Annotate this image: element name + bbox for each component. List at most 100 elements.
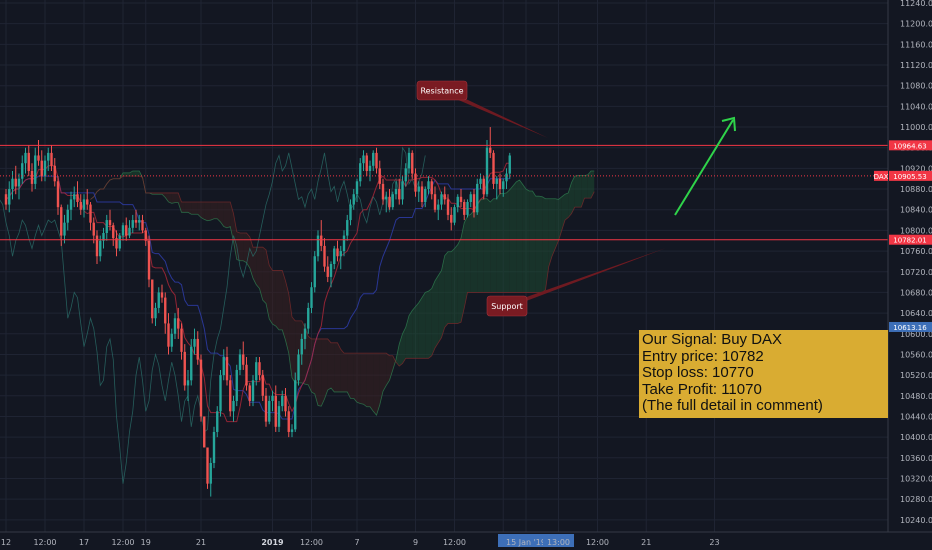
candle-body <box>502 181 505 190</box>
price-tick-label: 10840.00 <box>900 206 932 215</box>
cloud-segment <box>266 249 270 319</box>
price-tick-label: 10720.00 <box>900 268 932 277</box>
candle-body <box>4 194 8 205</box>
cloud-segment <box>318 338 322 407</box>
symbol-tag <box>874 170 888 181</box>
candle-body <box>212 431 216 463</box>
candle-body <box>508 155 511 174</box>
cloud-segment <box>350 353 354 399</box>
time-tick-label: 2019 <box>261 538 284 547</box>
candle-body <box>505 173 508 182</box>
candle-body <box>336 248 339 257</box>
cloud-segment <box>129 170 133 177</box>
candle-body <box>154 307 157 319</box>
candle-body <box>440 194 443 205</box>
cloud-segment <box>496 193 500 293</box>
candle-body <box>261 375 264 396</box>
cloud-segment <box>379 353 383 405</box>
candle-body <box>53 165 56 182</box>
candle-body <box>495 178 498 184</box>
candle-body <box>456 196 459 208</box>
candle-body <box>489 147 492 153</box>
candle-body <box>82 199 86 210</box>
candle-body <box>21 163 24 179</box>
cloud-segment <box>565 192 569 221</box>
candle-body <box>76 194 79 202</box>
candle-body <box>381 183 385 200</box>
candle-body <box>30 170 34 184</box>
candle-body <box>121 225 125 236</box>
cloud-segment <box>243 232 247 263</box>
price-tick-label: 11080.00 <box>900 82 932 91</box>
candle-body <box>420 186 424 202</box>
candle-body <box>391 194 394 208</box>
candle-body <box>131 220 134 228</box>
candle-body <box>365 155 368 171</box>
take-profit-line: Take Profit: 11070 <box>642 380 762 398</box>
cloud-segment <box>522 184 526 293</box>
cloud-segment <box>402 327 406 364</box>
cloud-segment <box>344 353 348 392</box>
candle-body <box>203 416 206 448</box>
candle-body <box>245 364 248 386</box>
time-tick-label: 21 <box>196 538 206 547</box>
cloud-segment <box>227 201 231 228</box>
candle-body <box>147 240 151 280</box>
cloud-segment <box>272 270 276 327</box>
cloud-segment <box>126 172 130 177</box>
candle-body <box>388 196 391 208</box>
price-tick-label: 11160.00 <box>900 40 932 49</box>
candle-body <box>479 178 482 184</box>
cloud-segment <box>327 338 331 390</box>
time-tick-label: 12 <box>1 538 11 547</box>
candle-body <box>89 204 92 223</box>
candle-body <box>437 204 440 210</box>
candle-body <box>108 220 112 226</box>
cloud-segment <box>542 196 546 293</box>
time-tick-label: 15 Jan '19 <box>506 538 546 547</box>
candle-body <box>258 362 261 376</box>
price-tick-label: 10560.00 <box>900 350 932 359</box>
candle-body <box>268 400 271 422</box>
cloud-segment <box>574 175 578 208</box>
ichimoku-cloud <box>90 170 595 416</box>
candle-body <box>60 207 63 236</box>
candle-body <box>105 220 108 233</box>
cloud-segment <box>470 210 474 293</box>
cloud-segment <box>451 248 455 324</box>
cloud-segment <box>516 180 520 293</box>
candle-body <box>222 357 225 376</box>
price-tick-label: 10880.00 <box>900 185 932 194</box>
candle-body <box>138 220 141 223</box>
price-tick-label: 11120.00 <box>900 61 932 70</box>
callout-pointer <box>436 90 548 138</box>
candle-body <box>79 201 82 210</box>
time-tick-label: 23 <box>709 538 719 547</box>
candle-body <box>151 279 154 319</box>
candle-body <box>427 181 430 190</box>
cloud-segment <box>292 316 296 383</box>
candle-body <box>300 338 303 355</box>
candle-body <box>95 235 99 257</box>
cloud-segment <box>233 213 237 260</box>
cloud-segment <box>370 353 374 412</box>
span-a-line <box>90 170 595 416</box>
candle-body <box>466 201 469 215</box>
price-tick-label: 10440.00 <box>900 412 932 421</box>
candle-body <box>303 328 307 339</box>
cloud-segment <box>275 270 279 330</box>
price-tick-label: 10240.00 <box>900 516 932 525</box>
cloud-segment <box>171 192 175 204</box>
cloud-segment <box>409 310 413 359</box>
cloud-segment <box>448 251 452 324</box>
candle-body <box>339 251 342 257</box>
cloud-segment <box>376 353 380 416</box>
candle-body <box>225 357 229 381</box>
signal-line: Our Signal: Buy DAX <box>642 331 783 348</box>
cloud-segment <box>262 247 266 304</box>
cloud-segment <box>353 353 357 403</box>
cloud-segment <box>314 338 318 406</box>
candle-body <box>430 181 433 195</box>
cloud-segment <box>282 270 286 341</box>
